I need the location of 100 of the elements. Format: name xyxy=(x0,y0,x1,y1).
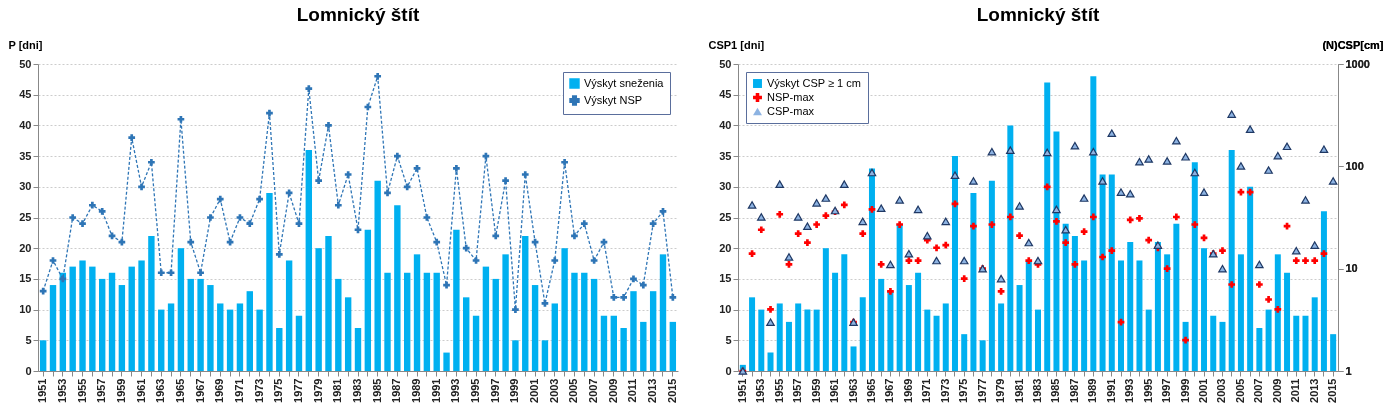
x-tick-label: 1959 xyxy=(809,378,822,403)
bar xyxy=(581,272,588,371)
bar xyxy=(813,309,820,371)
bar xyxy=(89,266,96,371)
y-tick-label: 40 xyxy=(719,118,732,131)
bar xyxy=(1164,254,1171,371)
legend-label: NSP-max xyxy=(767,90,815,103)
y-tick-label: 15 xyxy=(19,272,32,285)
bar xyxy=(246,291,253,371)
bar xyxy=(1127,242,1134,371)
x-tick-label: 1983 xyxy=(351,378,363,403)
bar xyxy=(1182,321,1189,371)
bar xyxy=(896,223,903,371)
bar xyxy=(79,260,86,371)
y-tick-label: 35 xyxy=(19,149,32,162)
bar xyxy=(512,340,519,371)
bar xyxy=(531,285,539,371)
bar xyxy=(758,309,765,371)
bar xyxy=(325,235,332,371)
bar xyxy=(776,303,783,371)
x-tick-label: 1957 xyxy=(791,378,804,403)
bar xyxy=(767,352,774,371)
bar xyxy=(859,297,866,371)
bar xyxy=(630,291,637,371)
y-tick-label: 25 xyxy=(19,211,32,223)
x-tick-label: 1953 xyxy=(55,378,68,403)
bar xyxy=(256,309,263,371)
bar xyxy=(59,272,67,371)
bar xyxy=(404,272,411,371)
x-tick-label: 1979 xyxy=(994,378,1007,403)
x-tick-label: 2011 xyxy=(1289,378,1302,403)
y-tick-label: 5 xyxy=(25,333,32,346)
y-tick-label: 0 xyxy=(725,364,732,377)
bar xyxy=(158,309,165,371)
x-tick-label: 1993 xyxy=(1123,378,1136,403)
bar xyxy=(785,321,792,371)
bar xyxy=(522,235,529,371)
x-tick-label: 2011 xyxy=(626,378,639,403)
bar xyxy=(236,303,244,371)
bar xyxy=(832,272,839,371)
bar xyxy=(541,340,549,371)
chart-title: Lomnický štít xyxy=(976,4,1100,25)
x-tick-label: 1977 xyxy=(291,378,304,403)
bar xyxy=(177,248,185,371)
bar xyxy=(551,303,558,371)
bar xyxy=(1099,174,1106,371)
y2-tick-label: 1 xyxy=(1345,364,1352,377)
x-tick-label: 1961 xyxy=(134,378,147,403)
bar xyxy=(423,272,431,371)
bar xyxy=(1118,260,1125,371)
y-tick-label: 15 xyxy=(719,272,732,285)
bar xyxy=(364,229,372,371)
bar xyxy=(482,266,490,371)
x-tick-label: 1975 xyxy=(272,378,285,403)
x-tick-label: 1965 xyxy=(173,378,186,403)
y2-axis-title: (N)CSP[cm] xyxy=(1322,38,1384,51)
bar xyxy=(561,248,568,371)
x-tick-label: 1995 xyxy=(469,378,482,403)
x-tick-label: 1985 xyxy=(370,378,383,403)
x-tick-label: 1973 xyxy=(252,378,265,403)
bar xyxy=(640,321,647,371)
y-axis-title: CSP1 [dni] xyxy=(708,38,765,51)
bar xyxy=(970,192,977,371)
bar xyxy=(1228,149,1235,371)
bar xyxy=(463,297,470,371)
x-tick-label: 1971 xyxy=(232,378,245,403)
bar xyxy=(649,291,657,371)
bar xyxy=(1330,334,1337,371)
bar xyxy=(108,272,116,371)
bar xyxy=(1274,254,1281,371)
y2-tick-label: 1000 xyxy=(1345,57,1370,70)
legend-label: CSP-max xyxy=(767,104,815,117)
legend-label: Výskyt sneženia xyxy=(584,76,665,89)
bar xyxy=(1219,321,1226,371)
x-tick-label: 1959 xyxy=(114,378,127,403)
bar xyxy=(217,303,224,371)
x-tick-label: 1987 xyxy=(1067,378,1080,403)
y-tick-label: 20 xyxy=(719,241,732,254)
bar xyxy=(1265,309,1272,371)
bar xyxy=(924,309,931,371)
x-tick-label: 1957 xyxy=(95,378,108,403)
x-tick-label: 2005 xyxy=(567,378,580,403)
bar xyxy=(443,352,450,371)
x-tick-label: 1951 xyxy=(735,378,748,403)
x-tick-label: 1981 xyxy=(1012,378,1025,403)
x-tick-label: 2003 xyxy=(547,378,560,403)
bar xyxy=(295,315,303,371)
x-tick-label: 1985 xyxy=(1049,378,1062,403)
bar xyxy=(315,248,322,371)
x-tick-label: 2001 xyxy=(1197,378,1210,403)
bar xyxy=(1191,162,1198,371)
bar xyxy=(822,248,829,371)
bar xyxy=(571,272,578,371)
bar xyxy=(1145,309,1152,371)
y-tick-label: 5 xyxy=(725,333,732,346)
x-tick-label: 1997 xyxy=(1160,378,1173,403)
y-tick-label: 45 xyxy=(719,88,732,101)
bar xyxy=(961,334,968,371)
y-tick-label: 0 xyxy=(25,364,32,377)
y-tick-label: 45 xyxy=(19,88,32,101)
